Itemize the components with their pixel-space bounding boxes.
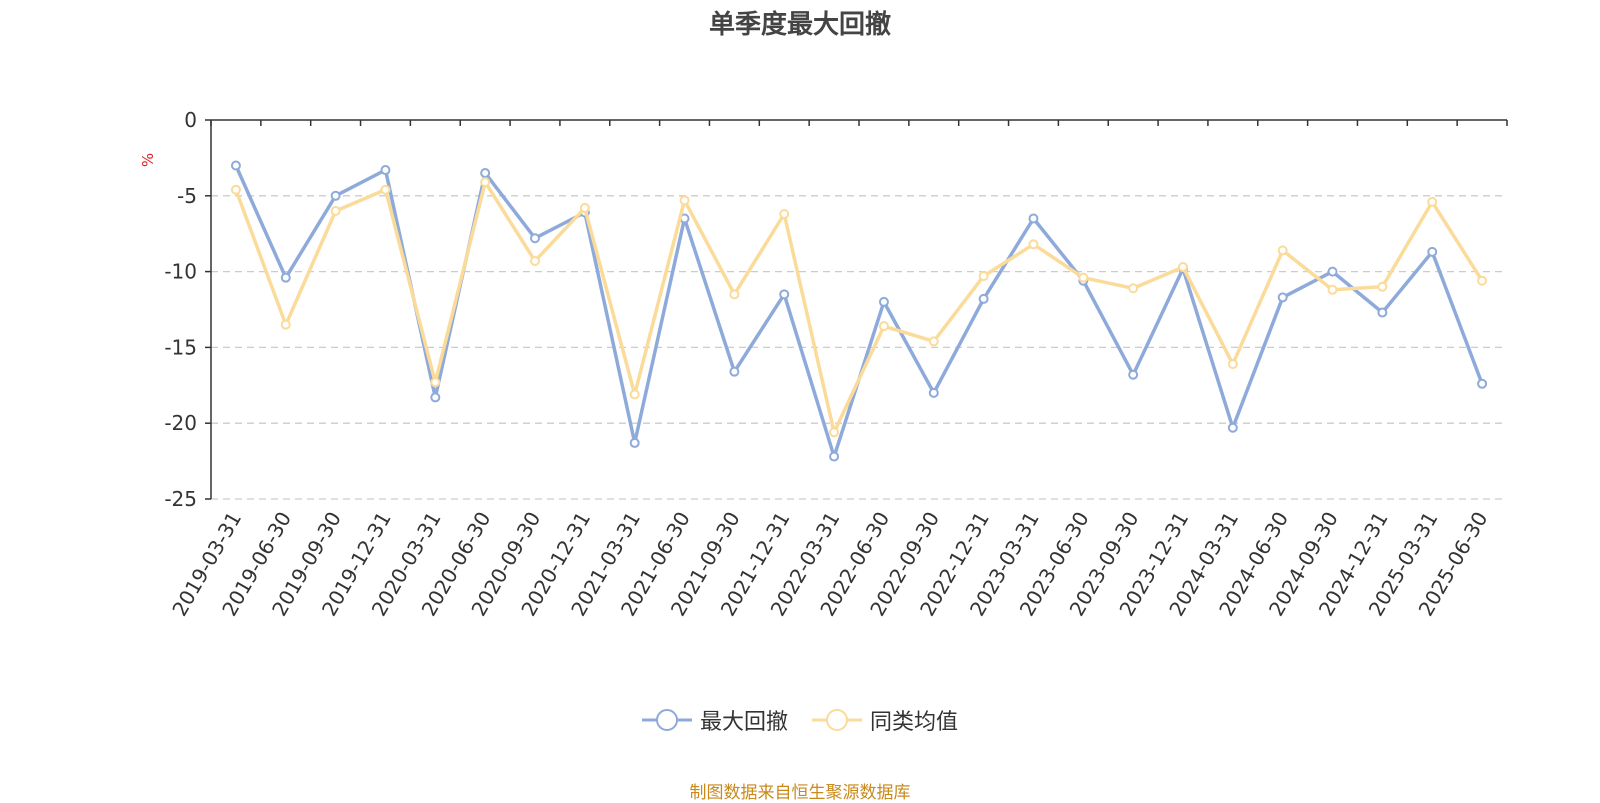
data-point [729,289,740,300]
data-point [878,296,889,307]
data-point [1277,245,1288,256]
data-point [1327,266,1338,277]
series-line [234,180,1484,435]
data-point [380,184,391,195]
data-point [779,208,790,219]
data-point [978,293,989,304]
data-point [1028,239,1039,250]
data-point [1327,284,1338,295]
data-point [1477,275,1488,286]
data-point [928,387,939,398]
legend-label: 同类均值 [870,710,959,735]
data-point [530,255,540,266]
data-point [530,233,540,244]
y-tick-label: 0 [184,108,197,132]
data-point [480,177,491,188]
data-point [330,190,341,201]
data-point [679,195,690,206]
data-point [978,271,989,282]
data-point [928,336,939,347]
data-point [430,392,441,403]
data-point [829,427,840,438]
data-point [280,319,291,330]
data-point [230,184,241,195]
source-note: 制图数据来自恒生聚源数据库 [689,783,911,803]
data-point [1178,262,1188,273]
legend: 最大回撤 同类均值 [0,704,1600,736]
data-point [629,437,640,448]
data-point [1277,292,1288,303]
y-tick-label: -25 [164,487,197,511]
data-point [1128,369,1139,380]
y-tick-label: -10 [164,260,197,284]
data-point [829,451,840,462]
gridlines [211,195,1507,500]
y-tick-label: -15 [164,335,197,359]
data-point [430,377,441,388]
data-point [480,168,491,179]
data-point [1427,246,1438,257]
series-group [230,160,1488,462]
data-point [878,321,889,332]
chart-title: 单季度最大回撤 [708,10,891,40]
series [230,160,1488,462]
series-line [234,163,1484,459]
data-point [629,389,640,400]
data-point [1227,359,1238,370]
data-point [1028,213,1039,224]
y-tick-label: -5 [177,184,197,208]
data-point [330,205,341,216]
data-point [1078,272,1089,283]
data-point [1477,378,1488,389]
legend-label: 最大回撤 [699,710,788,735]
data-point [380,165,391,176]
data-point [1427,196,1438,207]
legend-marker-icon [641,709,692,731]
legend-item[interactable]: 同类均值 [812,704,958,736]
data-point [729,366,740,377]
data-point [280,272,291,283]
axes: 0-5-10-15-20-252019-03-312019-06-302019-… [164,108,1508,620]
series-group [230,177,1488,438]
legend-marker-icon [812,709,862,731]
data-point [579,202,590,213]
data-point [1128,283,1139,294]
data-point [1227,422,1238,433]
y-tick-label: -20 [164,411,197,435]
legend-item[interactable]: 最大回撤 [641,704,788,736]
data-point [1377,281,1388,292]
y-axis-unit-label: % [139,153,157,167]
data-point [1377,307,1388,318]
data-point [779,289,790,300]
data-point [230,160,241,171]
